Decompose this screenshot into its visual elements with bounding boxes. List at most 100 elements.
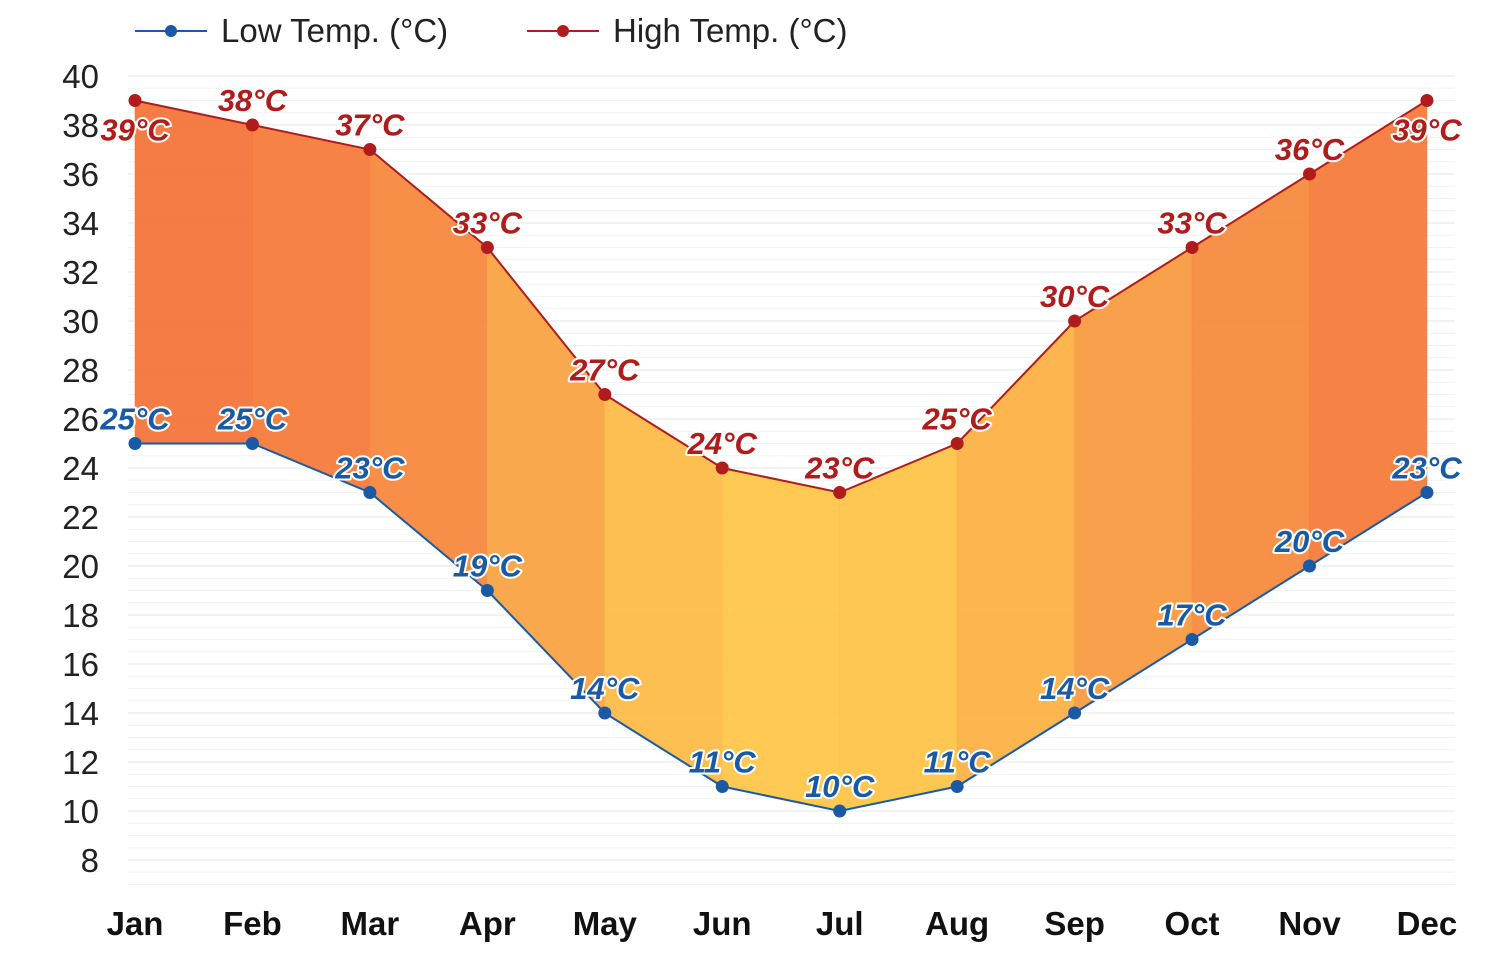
high-temp-point <box>598 388 612 401</box>
low-temp-point <box>833 804 847 818</box>
low-temp-data-label: 14°C <box>570 671 640 706</box>
low-temp-data-label: 14°C <box>1040 671 1110 706</box>
range-fill-segment <box>487 246 606 714</box>
low-temp-data-label: 19°C <box>453 549 523 584</box>
x-tick-label: Jun <box>693 905 752 942</box>
x-tick-label: Mar <box>341 905 400 942</box>
x-tick-label: Nov <box>1278 905 1341 942</box>
high-temp-data-label: 39°C <box>100 113 170 148</box>
high-temp-point <box>1420 94 1434 107</box>
low-temp-data-label: 20°C <box>1274 524 1345 559</box>
legend-item-low[interactable]: Low Temp. (°C) <box>135 12 448 49</box>
high-temp-data-label: 24°C <box>687 426 758 461</box>
range-fill-segment <box>252 124 371 493</box>
range-fill-segment <box>1191 173 1310 641</box>
low-temp-point <box>128 437 142 450</box>
y-tick-label: 18 <box>62 597 99 634</box>
high-temp-data-label: 33°C <box>1157 206 1227 241</box>
series-lines <box>134 99 1428 813</box>
low-temp-point <box>1303 559 1316 573</box>
high-temp-data-label: 23°C <box>804 451 875 486</box>
high-temp-data-label: 36°C <box>1275 132 1345 167</box>
range-fill-segment <box>1309 99 1428 567</box>
high-temp-data-label: 37°C <box>335 108 405 143</box>
high-temp-data-label: 39°C <box>1392 113 1462 148</box>
low-temp-data-label: 23°C <box>1391 451 1462 486</box>
y-tick-label: 26 <box>62 401 99 438</box>
high-temp-data-label: 30°C <box>1040 279 1110 314</box>
high-temp-point <box>363 143 377 156</box>
axes: 8 10 12 14 16 18 20 22 24 26 28 30 32 34 36 38 40 Jan Feb M… <box>62 58 1457 942</box>
y-tick-label: 38 <box>62 107 99 144</box>
low-temp-point <box>950 780 964 793</box>
low-temp-data-label: 10°C <box>805 769 875 804</box>
high-temp-point <box>715 461 729 475</box>
high-temp-point <box>245 118 259 132</box>
high-temp-data-label: 25°C <box>922 402 993 437</box>
low-temp-data-label: 11°C <box>924 745 992 780</box>
low-temp-point <box>245 437 259 450</box>
high-temp-point <box>1068 314 1082 328</box>
y-tick-label: 8 <box>81 842 99 879</box>
y-tick-label: 28 <box>62 352 99 389</box>
low-temp-line <box>135 442 1428 813</box>
legend-low-marker <box>165 25 177 37</box>
x-tick-label: Jul <box>816 905 864 942</box>
high-temp-data-label: 27°C <box>569 353 640 388</box>
legend-item-high[interactable]: High Temp. (°C) <box>527 12 847 49</box>
y-tick-label: 14 <box>62 695 99 732</box>
x-tick-label: May <box>573 905 638 942</box>
y-tick-label: 34 <box>62 205 99 242</box>
low-temp-data-label: 11°C <box>689 745 757 780</box>
range-fill-segment <box>956 320 1075 788</box>
legend-high-marker <box>557 25 569 37</box>
legend-low-label: Low Temp. (°C) <box>221 12 448 49</box>
y-tick-label: 12 <box>62 744 99 781</box>
high-temp-data-label: 38°C <box>218 83 288 118</box>
high-temp-point <box>480 241 494 254</box>
low-temp-point <box>598 706 612 720</box>
y-tick-label: 32 <box>62 254 99 291</box>
y-tick-label: 16 <box>62 646 99 683</box>
high-temp-point <box>128 94 142 107</box>
low-temp-point <box>1420 486 1434 499</box>
low-temp-point <box>1068 706 1082 720</box>
data-labels: 25°C 25°C 23°C 19°C 14°C 11°C 10°C 11°C 14°C 17°C… <box>97 81 1464 806</box>
high-temp-line <box>134 99 1428 494</box>
high-temp-point <box>950 437 964 450</box>
low-temp-point <box>715 780 729 793</box>
low-temp-point <box>480 584 494 597</box>
x-tick-label: Apr <box>459 905 516 942</box>
y-tick-label: 30 <box>62 303 99 340</box>
high-temp-data-label: 33°C <box>453 206 523 241</box>
low-temp-point <box>1185 633 1199 646</box>
legend-high-label: High Temp. (°C) <box>613 12 847 49</box>
low-temp-data-label: 25°C <box>217 402 288 437</box>
x-tick-label: Aug <box>925 905 989 942</box>
low-temp-data-label: 25°C <box>99 402 170 437</box>
series-points <box>128 94 1434 818</box>
x-tick-label: Jan <box>107 905 164 942</box>
range-fill-segment <box>1074 246 1193 714</box>
y-tick-label: 40 <box>62 58 99 95</box>
x-tick-label: Oct <box>1165 905 1220 942</box>
y-tick-label: 10 <box>62 793 99 830</box>
y-tick-label: 24 <box>62 450 99 487</box>
high-temp-point <box>1185 241 1199 254</box>
y-tick-label: 36 <box>62 156 99 193</box>
high-temp-point <box>1303 167 1316 181</box>
y-tick-label: 20 <box>62 548 99 585</box>
temperature-range-fill <box>134 99 1428 812</box>
high-temp-point <box>833 486 847 499</box>
x-tick-label: Feb <box>223 905 282 942</box>
range-fill-segment <box>134 100 253 444</box>
x-tick-label: Dec <box>1397 905 1458 942</box>
y-tick-label: 22 <box>62 499 99 536</box>
low-temp-data-label: 23°C <box>334 451 405 486</box>
x-tick-label: Sep <box>1044 905 1105 942</box>
low-temp-point <box>363 486 377 499</box>
low-temp-data-label: 17°C <box>1157 598 1227 633</box>
legend: Low Temp. (°C) High Temp. (°C) <box>135 12 847 49</box>
